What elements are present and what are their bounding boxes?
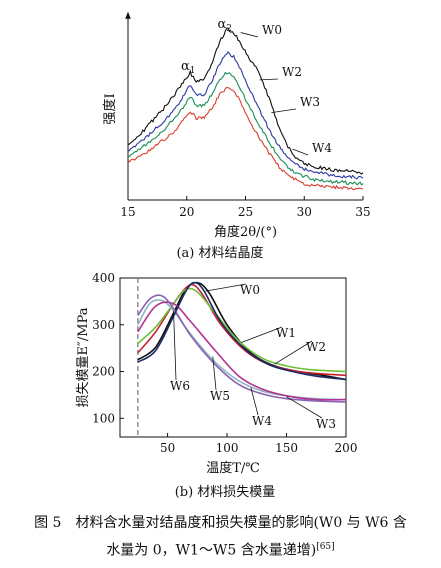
series-label-w4: W4 [312, 141, 332, 155]
crystallinity-chart: 15 20 25 30 35角度2θ/(°)强度IW0W2W3W4α1α2(a) 材料结… [102, 17, 371, 261]
x-axis-label: 角度2θ/(°) [214, 224, 277, 240]
x-tick-label-150: 150 [275, 441, 298, 455]
series-line-w0 [138, 283, 346, 380]
series-label-w2: W2 [306, 340, 326, 354]
subcaption-b: (b) 材料损失模量 [175, 485, 276, 500]
x-tick-label-25: 25 [238, 205, 253, 219]
y-tick-label-100: 100 [92, 411, 115, 425]
figure-caption-line2: 水量为 0，W1～W5 含水量递增)[65] [0, 535, 441, 563]
y-axis-label: 强度I [102, 93, 118, 124]
peak-annotation-symbol: α [217, 17, 226, 32]
x-tick-label-50: 50 [160, 441, 175, 455]
series-leader-w3 [271, 109, 296, 113]
plot-frame [120, 278, 346, 437]
series-line-w3 [128, 73, 363, 185]
y-tick-label-200: 200 [92, 365, 115, 379]
series-label-w6: W6 [170, 379, 190, 393]
series-label-w0: W0 [262, 23, 282, 37]
series-leader-w6 [174, 311, 176, 380]
series-leader-w2 [260, 79, 278, 80]
series-label-w0: W0 [240, 283, 260, 297]
series-label-w3: W3 [300, 95, 320, 109]
series-label-w1: W1 [276, 326, 296, 340]
series-label-w2: W2 [282, 65, 302, 79]
peak-annotation-1: α1 [181, 59, 196, 76]
series-line-w2 [138, 289, 346, 372]
subcaption-a: (a) 材料结晶度 [176, 245, 263, 261]
peak-annotation-subscript: 2 [226, 24, 232, 34]
x-axis-label: 温度T/℃ [206, 460, 260, 476]
series-line-w6 [138, 283, 346, 380]
figure-caption-ref: [65] [316, 542, 334, 552]
peak-annotation-symbol: α [181, 59, 190, 74]
peak-annotation-subscript: 1 [190, 66, 196, 76]
x-tick-label-200: 200 [335, 441, 358, 455]
series-label-w5: W5 [210, 389, 230, 403]
figure-caption-text: 水量为 0，W1～W5 含水量递增) [106, 543, 316, 559]
series-leader-w0 [241, 33, 258, 37]
figure-caption-line1: 图 5 材料含水量对结晶度和损失模量的影响(W0 与 W6 含 [0, 511, 441, 535]
x-tick-label-100: 100 [216, 441, 239, 455]
x-tick-label-35: 35 [355, 205, 370, 219]
series-line-w2 [128, 52, 363, 179]
series-label-w3: W3 [316, 417, 336, 431]
x-tick-label-20: 20 [179, 205, 194, 219]
x-tick-label-15: 15 [120, 205, 135, 219]
series-label-w4: W4 [252, 414, 272, 428]
y-tick-label-400: 400 [92, 271, 115, 285]
peak-annotation-2: α2 [217, 17, 232, 34]
x-tick-label-30: 30 [297, 205, 312, 219]
loss-modulus-chart: 50 100 150 200 100 200 300 400 温度T/℃ 损失模量E″/MPa W0… [76, 271, 357, 500]
y-axis-label: 损失模量E″/MPa [76, 307, 91, 407]
y-tick-label-300: 300 [92, 318, 115, 332]
series-leader-w4 [293, 149, 309, 155]
series-line-w1 [138, 285, 346, 376]
